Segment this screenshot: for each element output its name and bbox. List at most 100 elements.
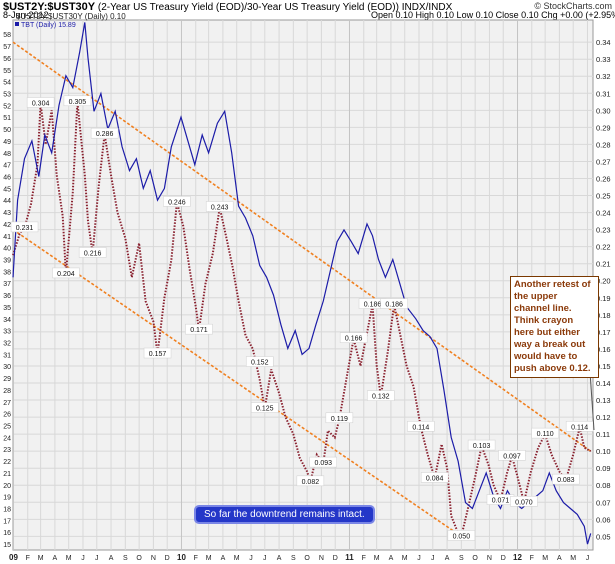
left-axis-tick: 38 — [3, 269, 11, 276]
data-label-text: 0.097 — [503, 453, 521, 460]
data-label-text: 0.243 — [211, 204, 229, 211]
left-axis-tick: 54 — [3, 80, 11, 87]
data-label: 0.304 — [26, 97, 55, 108]
symbol-label: $UST2Y:$UST30Y — [3, 1, 96, 13]
left-axis-tick: 21 — [3, 471, 11, 478]
data-label-box — [367, 390, 395, 401]
data-label-box — [205, 201, 234, 212]
left-axis-tick: 33 — [3, 329, 11, 336]
x-axis-tick: A — [53, 555, 58, 562]
left-axis-tick: 36 — [3, 293, 11, 300]
x-axis-tick: N — [151, 555, 156, 562]
data-label-text: 0.110 — [537, 431, 554, 438]
data-label-box — [407, 421, 435, 432]
data-label-text: 0.304 — [32, 101, 50, 108]
left-axis-tick: 30 — [3, 364, 11, 371]
left-axis-tick: 23 — [3, 447, 11, 454]
data-label-box — [245, 356, 274, 367]
left-axis-tick: 48 — [3, 151, 11, 158]
data-label-box — [52, 267, 80, 279]
data-label-box — [251, 402, 279, 413]
data-label: 0.114 — [565, 421, 594, 432]
data-label-box — [296, 475, 325, 487]
x-axis-tick: M — [66, 555, 72, 562]
left-axis-tick: 40 — [3, 246, 11, 253]
data-label-text: 0.204 — [57, 271, 75, 278]
x-axis-tick: A — [445, 555, 450, 562]
right-axis-tick: 0.10 — [596, 447, 611, 456]
right-axis-tick: 0.12 — [596, 413, 611, 422]
left-axis-tick: 50 — [3, 127, 11, 134]
data-label-box — [339, 332, 368, 343]
channel-line — [12, 41, 592, 452]
channel-retest-callout: Another retest of the upper channel line… — [510, 276, 599, 378]
right-axis-tick: 0.24 — [596, 209, 611, 218]
data-label: 0.204 — [52, 267, 80, 279]
left-axis-tick: 57 — [3, 44, 11, 51]
right-axis-tick: 0.23 — [596, 226, 611, 235]
x-axis-tick: F — [194, 555, 198, 562]
data-label: 0.216 — [78, 247, 107, 258]
left-axis-tick: 43 — [3, 210, 11, 217]
data-label: 0.305 — [63, 95, 92, 107]
data-label-box — [309, 456, 338, 468]
chart-title-line: $UST2Y:$UST30Y (2-Year US Treasury Yield… — [3, 1, 452, 13]
right-axis-tick: 0.08 — [596, 481, 611, 490]
tbt-series-line — [12, 22, 592, 545]
chart-date: 8-Jun-2012 — [3, 10, 49, 20]
data-label-text: 0.119 — [331, 416, 348, 423]
x-axis-tick: J — [417, 555, 421, 562]
data-label-text: 0.093 — [314, 460, 332, 467]
x-axis-tick: J — [263, 555, 267, 562]
right-axis-tick: 0.21 — [596, 260, 611, 269]
right-axis-tick: 0.07 — [596, 498, 611, 507]
left-axis-tick: 39 — [3, 258, 11, 265]
data-label: 0.071 — [486, 494, 515, 505]
right-axis-tick: 0.15 — [596, 362, 611, 371]
data-label-box — [531, 427, 559, 439]
data-label-box — [90, 127, 119, 139]
left-axis-tick: 58 — [3, 32, 11, 39]
legend-ratio: $UST2Y:$UST30Y (Daily) 0.10 — [16, 12, 126, 21]
data-label: 0.084 — [420, 472, 449, 483]
x-axis-tick: D — [165, 555, 170, 562]
data-label: 0.110 — [531, 427, 559, 439]
data-label-box — [163, 196, 191, 207]
x-axis-tick: J — [431, 555, 435, 562]
data-label: 0.231 — [10, 221, 39, 233]
right-axis-tick: 0.28 — [596, 140, 611, 149]
right-axis-tick: 0.33 — [596, 55, 611, 64]
x-axis-tick: J — [95, 555, 99, 562]
right-axis-tick: 0.27 — [596, 157, 611, 166]
plot-area — [12, 19, 594, 551]
data-label-box — [143, 347, 172, 359]
left-axis-tick: 20 — [3, 483, 11, 490]
right-axis-tick: 0.25 — [596, 192, 611, 201]
left-axis-tick: 51 — [3, 115, 11, 122]
legend-tbt-swatch — [15, 22, 19, 26]
data-label-text: 0.216 — [84, 250, 102, 257]
stockcharts-brand: © StockCharts.com — [534, 1, 612, 11]
x-axis-tick: O — [472, 555, 478, 562]
data-label: 0.083 — [552, 473, 580, 485]
left-axis-tick: 34 — [3, 317, 11, 324]
left-axis-tick: 53 — [3, 92, 11, 99]
x-axis-tick: A — [221, 555, 226, 562]
x-axis-tick: S — [123, 555, 128, 562]
x-axis-tick: M — [38, 555, 44, 562]
x-axis-tick: M — [374, 555, 380, 562]
data-label-text: 0.186 — [385, 302, 403, 309]
data-label: 0.082 — [296, 475, 325, 487]
right-axis-tick: 0.13 — [596, 396, 611, 405]
left-axis-tick: 55 — [3, 68, 11, 75]
data-label: 0.103 — [467, 439, 496, 451]
data-label: 0.166 — [339, 332, 368, 343]
right-axis-tick: 0.30 — [596, 106, 611, 115]
downtrend-banner: So far the downtrend remains intact. — [194, 505, 375, 524]
data-label-box — [325, 412, 354, 424]
left-axis-tick: 28 — [3, 388, 11, 395]
ratio-series-line — [12, 101, 592, 539]
data-label-box — [63, 95, 92, 107]
